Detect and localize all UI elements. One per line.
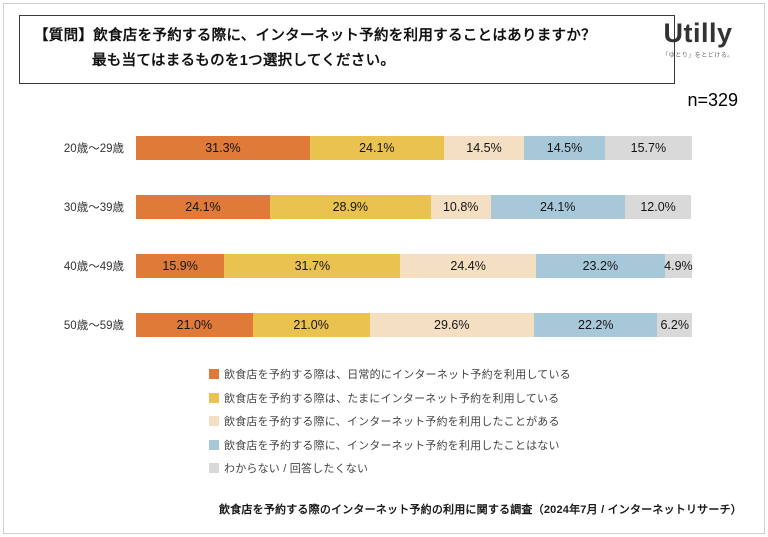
legend-label: 飲食店を予約する際に、インターネット予約を利用したことがある <box>224 416 560 428</box>
logo-text: Utilly <box>663 18 733 48</box>
bar-segment: 24.1% <box>309 136 444 160</box>
bar-segment: 12.0% <box>624 195 692 219</box>
chart: 20歳〜29歳 31.3% 24.1% 14.5% 14.5% 15.7% 30歳〜39歳 2… <box>32 136 693 372</box>
legend-swatch <box>209 439 219 450</box>
legend-item: 飲食店を予約する際は、日常的にインターネット予約を利用している <box>209 366 571 382</box>
legend-item: わからない / 回答したくない <box>209 460 571 476</box>
bar-segment: 24.4% <box>400 254 536 278</box>
row-label: 50歳〜59歳 <box>63 320 124 332</box>
bar-segment: 31.3% <box>136 136 310 160</box>
utilly-logo: Utilly 「ゆとり」をとどける。 <box>648 18 748 60</box>
bar-segment: 10.8% <box>430 195 491 219</box>
logo-tagline: 「ゆとり」をとどける。 <box>662 53 734 59</box>
bar-segment: 22.2% <box>534 313 658 337</box>
row-label: 30歳〜39歳 <box>63 202 124 214</box>
legend-swatch <box>209 416 219 426</box>
legend-label: わからない / 回答したくない <box>224 463 369 475</box>
legend-item: 飲食店を予約する際に、インターネット予約を利用したことがある <box>209 413 571 429</box>
sample-size-label: n=329 <box>687 90 738 110</box>
bar-segment: 21.0% <box>252 313 370 337</box>
legend: 飲食店を予約する際は、日常的にインターネット予約を利用している 飲食店を予約する際… <box>209 366 571 484</box>
bar-segment: 14.5% <box>443 136 525 160</box>
chart-row: 20歳〜29歳 31.3% 24.1% 14.5% 14.5% 15.7% <box>32 136 692 160</box>
chart-row: 40歳〜49歳 15.9% 31.7% 24.4% 23.2% 4.9% <box>32 254 693 278</box>
legend-label: 飲食店を予約する際に、インターネット予約を利用したことはない <box>224 439 560 452</box>
bar-segment: 6.2% <box>657 313 692 337</box>
bar-segment: 24.1% <box>490 195 625 219</box>
legend-swatch <box>209 463 219 473</box>
bar-segment: 4.9% <box>664 254 693 278</box>
bar-segment: 15.9% <box>136 254 225 278</box>
bar-segment: 14.5% <box>524 136 605 160</box>
legend-label: 飲食店を予約する際は、たまにインターネット予約を利用している <box>224 392 560 405</box>
bar-segment: 31.7% <box>224 254 401 278</box>
page-frame: 【質問】飲食店を予約する際に、インターネット予約を利用することはありますか？ 最… <box>3 3 765 534</box>
chart-row: 30歳〜39歳 24.1% 28.9% 10.8% 24.1% 12.0% <box>32 195 692 219</box>
source-note: 飲食店を予約する際のインターネット予約の利用に関する調査（2024年7月 / イ… <box>219 504 742 516</box>
legend-swatch <box>209 369 219 379</box>
stacked-bar: 31.3% 24.1% 14.5% 14.5% 15.7% <box>136 136 692 160</box>
legend-swatch <box>209 392 219 403</box>
stacked-bar: 24.1% 28.9% 10.8% 24.1% 12.0% <box>136 195 692 219</box>
legend-item: 飲食店を予約する際は、たまにインターネット予約を利用している <box>209 390 571 406</box>
bar-segment: 23.2% <box>535 254 665 278</box>
question-box: 【質問】飲食店を予約する際に、インターネット予約を利用することはありますか？ 最… <box>19 15 675 84</box>
stacked-bar: 15.9% 31.7% 24.4% 23.2% 4.9% <box>136 254 693 278</box>
question-line2: 最も当てはまるものを1つ選択してください。 <box>92 53 396 70</box>
chart-row: 50歳〜59歳 21.0% 21.0% 29.6% 22.2% 6.2% <box>32 313 692 337</box>
question-line1: 【質問】飲食店を予約する際に、インターネット予約を利用することはありますか？ <box>34 28 596 44</box>
bar-segment: 21.0% <box>136 313 253 337</box>
row-label: 20歳〜29歳 <box>63 143 124 155</box>
bar-segment: 29.6% <box>369 313 535 337</box>
bar-segment: 28.9% <box>269 195 431 219</box>
legend-label: 飲食店を予約する際は、日常的にインターネット予約を利用している <box>224 369 571 381</box>
bar-segment: 15.7% <box>604 136 692 160</box>
legend-item: 飲食店を予約する際に、インターネット予約を利用したことはない <box>209 437 571 453</box>
bar-segment: 24.1% <box>136 195 270 219</box>
stacked-bar: 21.0% 21.0% 29.6% 22.2% 6.2% <box>136 313 692 337</box>
row-label: 40歳〜49歳 <box>63 261 124 273</box>
